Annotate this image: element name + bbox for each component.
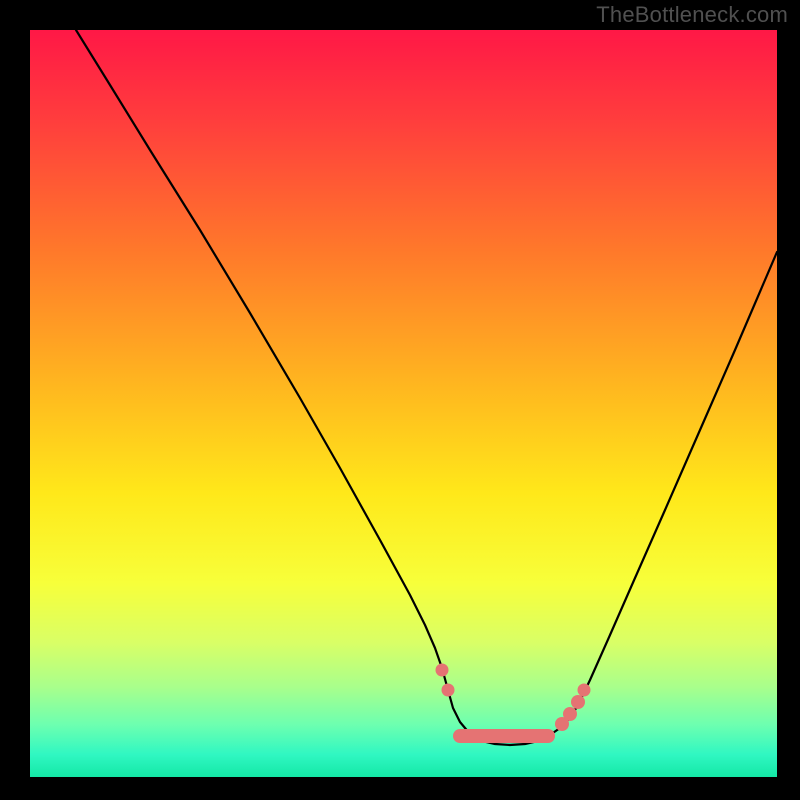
curve-marker (442, 684, 455, 697)
bottleneck-curve (30, 30, 777, 777)
curve-marker (436, 664, 449, 677)
curve-marker (563, 707, 577, 721)
v-curve-path (76, 30, 777, 745)
chart-stage: TheBottleneck.com (0, 0, 800, 800)
plot-area (30, 30, 777, 777)
watermark-text: TheBottleneck.com (596, 2, 788, 28)
curve-marker (571, 695, 585, 709)
curve-marker (578, 684, 591, 697)
